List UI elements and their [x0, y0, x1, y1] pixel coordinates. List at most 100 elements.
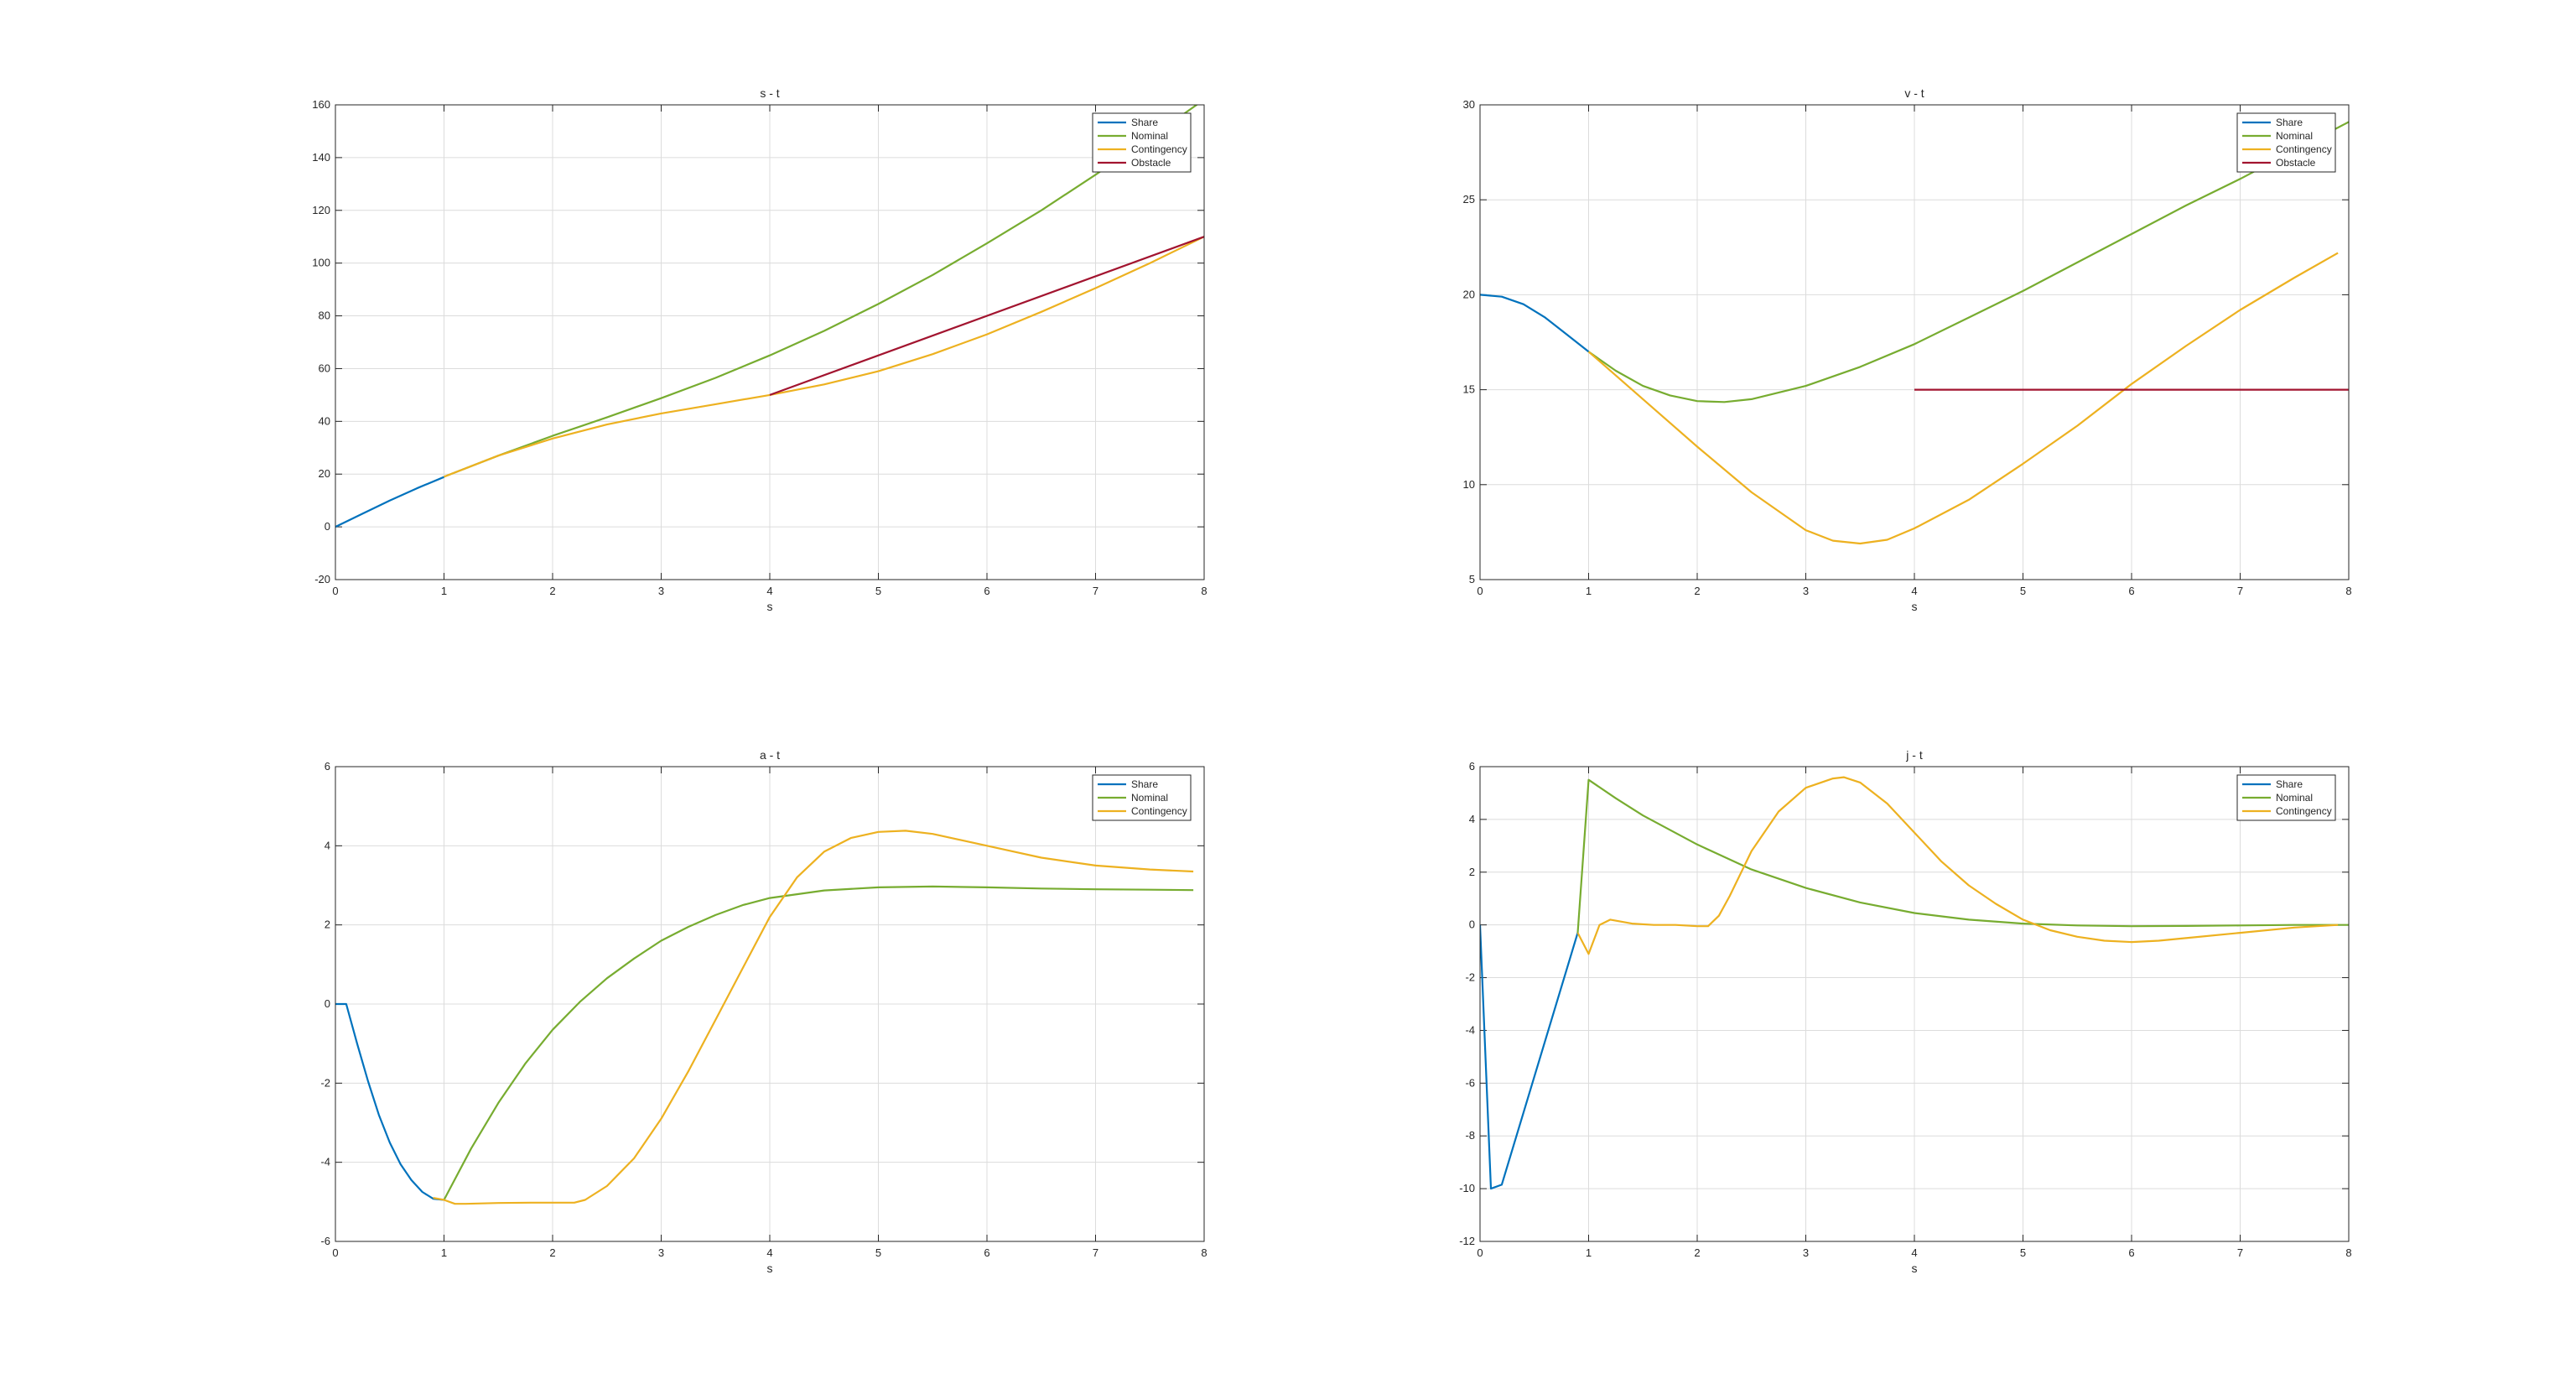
x-tick-label: 4 — [1911, 1246, 1917, 1259]
x-tick-label: 0 — [1477, 585, 1483, 597]
y-tick-label: 2 — [1469, 866, 1475, 878]
y-tick-label: 120 — [312, 204, 330, 216]
y-tick-label: 2 — [325, 918, 330, 931]
y-tick-label: 20 — [319, 467, 330, 480]
series-line-share — [1480, 294, 1590, 353]
legend-entry-share: Share — [2276, 117, 2303, 128]
legend-entry-nominal: Nominal — [2276, 130, 2313, 142]
y-tick-label: 0 — [325, 997, 330, 1010]
y-tick-label: 4 — [325, 839, 330, 851]
x-tick-label: 4 — [766, 1246, 772, 1259]
series-line-contingency — [1587, 252, 2339, 545]
y-tick-label: -20 — [314, 573, 330, 585]
x-tick-label: 1 — [441, 1246, 447, 1259]
chart-title: v - t — [1904, 86, 1924, 100]
x-tick-label: 5 — [875, 585, 881, 597]
axes-frame — [335, 766, 1205, 1242]
x-tick-label: 0 — [332, 585, 338, 597]
y-tick-label: -2 — [320, 1076, 330, 1089]
y-tick-label: 0 — [325, 520, 330, 533]
x-tick-label: 0 — [332, 1246, 338, 1259]
series-line-contingency — [444, 236, 1204, 478]
y-tick-label: 100 — [312, 257, 330, 269]
y-tick-label: 80 — [319, 310, 330, 322]
legend-entry-contingency: Contingency — [1131, 805, 1187, 817]
x-tick-label: 4 — [1911, 585, 1917, 597]
y-tick-label: 4 — [1469, 813, 1475, 825]
y-tick-label: -6 — [1465, 1076, 1475, 1089]
axes-frame — [1479, 766, 2350, 1242]
x-tick-label: 6 — [2128, 1246, 2134, 1259]
subplot-v-t: 0 1 2 3 4 5 6 7 8 5 10 15 20 25 30 v - t s Share NominalCo… — [1463, 86, 2352, 613]
series-line-contingency — [1576, 776, 2339, 955]
legend-entry-nominal: Nominal — [1131, 792, 1168, 804]
y-tick-label: 25 — [1463, 193, 1475, 206]
y-tick-label: 15 — [1463, 383, 1475, 396]
y-tick-label: 0 — [1469, 918, 1475, 931]
y-tick-label: 10 — [1463, 478, 1475, 491]
chart-title: s - t — [760, 86, 779, 100]
axes-frame — [1479, 104, 2350, 580]
x-tick-label: 6 — [984, 585, 989, 597]
y-tick-label: 160 — [312, 98, 330, 111]
x-tick-label: 3 — [658, 1246, 664, 1259]
y-tick-label: -8 — [1465, 1129, 1475, 1142]
x-axis-label: s — [767, 1262, 773, 1275]
x-tick-label: 7 — [2237, 585, 2243, 597]
y-tick-label: -10 — [1459, 1182, 1475, 1194]
legend-entry-nominal: Nominal — [1131, 130, 1168, 142]
x-tick-label: 2 — [1694, 585, 1700, 597]
subplot-a-t: 0 1 2 3 4 5 6 7 8 -6 -4 -2 0 2 4 6 a - t s Share NominalCon… — [320, 748, 1207, 1275]
y-tick-label: -6 — [320, 1235, 330, 1247]
x-tick-label: 5 — [2020, 585, 2026, 597]
x-tick-label: 1 — [1586, 1246, 1592, 1259]
chart-title: j - t — [1905, 748, 1923, 762]
series-line-nominal — [1587, 121, 2349, 403]
series-line-contingency — [433, 830, 1194, 1205]
legend-entry-share: Share — [1131, 778, 1158, 790]
y-tick-label: -2 — [1465, 971, 1475, 984]
series-line-share — [335, 1002, 444, 1201]
series-group — [1480, 121, 2349, 545]
y-tick-label: 140 — [312, 151, 330, 164]
series-group — [335, 105, 1204, 528]
y-tick-label: 30 — [1463, 98, 1475, 111]
series-line-nominal — [1576, 778, 2349, 934]
x-tick-label: 5 — [2020, 1246, 2026, 1259]
x-axis-label: s — [767, 600, 773, 613]
y-tick-label: 6 — [325, 760, 330, 773]
legend-entry-nominal: Nominal — [2276, 792, 2313, 804]
y-tick-label: 5 — [1469, 573, 1475, 585]
y-tick-label: -4 — [320, 1156, 330, 1168]
x-axis-label: s — [1912, 1262, 1918, 1275]
x-tick-label: 8 — [2345, 585, 2351, 597]
x-tick-label: 7 — [1093, 585, 1098, 597]
x-tick-label: 2 — [549, 585, 555, 597]
x-tick-label: 3 — [1803, 1246, 1809, 1259]
series-line-share — [335, 476, 444, 528]
legend-entry-contingency: Contingency — [2276, 805, 2332, 817]
series-line-share — [1480, 924, 1579, 1190]
y-tick-label: -4 — [1465, 1023, 1475, 1036]
x-tick-label: 3 — [658, 585, 664, 597]
y-tick-label: 60 — [319, 362, 330, 374]
legend-entry-share: Share — [2276, 778, 2303, 790]
x-tick-label: 6 — [2128, 585, 2134, 597]
x-tick-label: 3 — [1803, 585, 1809, 597]
chart-title: a - t — [760, 748, 780, 762]
x-tick-label: 7 — [2237, 1246, 2243, 1259]
axes-frame — [335, 104, 1205, 580]
series-line-obstacle — [769, 236, 1204, 396]
x-tick-label: 8 — [2345, 1246, 2351, 1259]
x-tick-label: 0 — [1477, 1246, 1483, 1259]
x-tick-label: 5 — [875, 1246, 881, 1259]
x-tick-label: 2 — [1694, 1246, 1700, 1259]
y-tick-label: 40 — [319, 414, 330, 427]
x-tick-label: 8 — [1201, 585, 1207, 597]
y-tick-label: 6 — [1469, 760, 1475, 773]
